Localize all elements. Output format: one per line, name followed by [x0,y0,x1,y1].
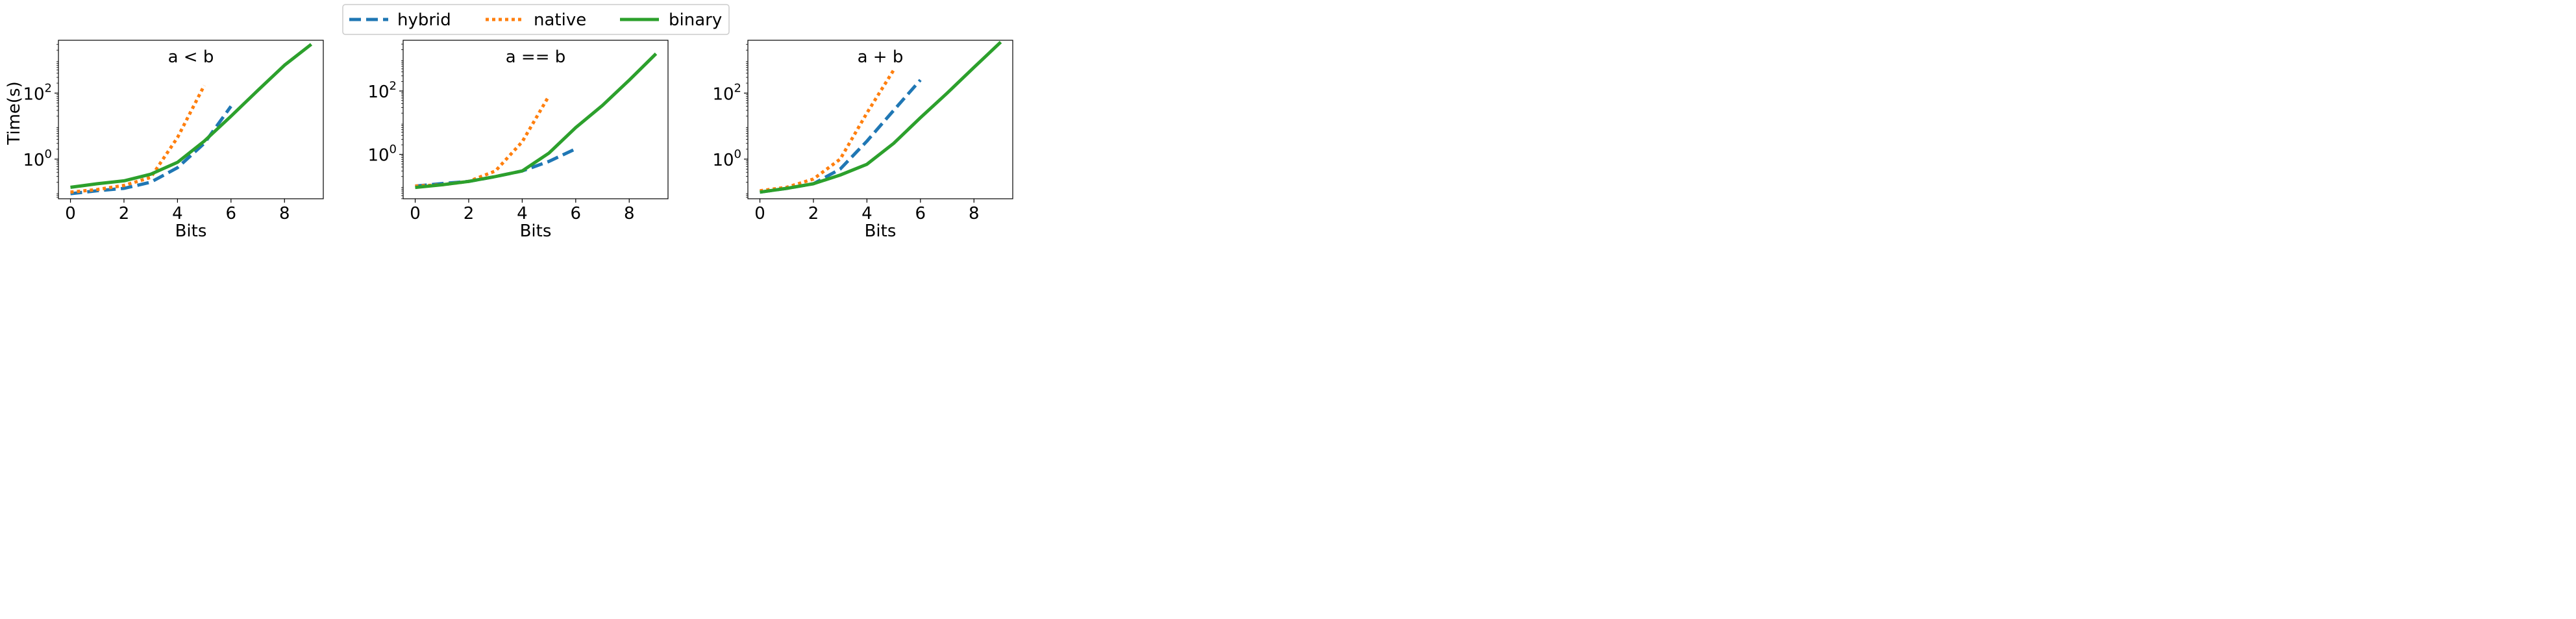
x-tick-label: 2 [808,204,819,223]
y-axis-label: Time(s) [5,81,24,145]
panels: 0 2 4 6 8 100 102 a < b Bits Time(s) 0 2 4 6 8 100 102 a … [5,40,1013,241]
x-tick-label: 4 [517,204,528,223]
legend: hybrid native binary [342,4,730,35]
x-tick-label: 4 [172,204,183,223]
x-tick-label: 0 [754,204,765,223]
x-tick-label: 8 [624,204,635,223]
plot-frame [58,40,324,199]
series-line-native [415,95,551,188]
panel-2: 0 2 4 6 8 100 102 a + b Bits [712,40,1013,241]
x-tick-label: 6 [915,204,926,223]
x-axis-label: Bits [865,221,897,241]
y-tick-label: 102 [712,81,741,104]
series-line-hybrid [415,147,576,188]
y-tick-label: 102 [367,79,397,102]
x-tick-label: 0 [410,204,421,223]
y-tick-label: 100 [367,143,397,166]
panel-title: a + b [858,47,904,67]
series-line-native [70,84,206,194]
y-tick-label: 100 [712,147,741,170]
panel-0: 0 2 4 6 8 100 102 a < b Bits Time(s) [5,40,324,241]
series-line-binary [760,40,1002,194]
panel-1: 0 2 4 6 8 100 102 a == b Bits [367,40,669,241]
legend-label-hybrid: hybrid [397,10,451,30]
x-tick-label: 6 [571,204,582,223]
x-axis-label: Bits [520,221,552,241]
x-tick-label: 4 [861,204,873,223]
y-tick-label: 102 [23,81,52,104]
x-tick-label: 2 [119,204,130,223]
plot-frame [747,40,1013,199]
series-line-native [760,69,895,193]
legend-label-native: native [534,10,586,30]
x-tick-label: 6 [226,204,237,223]
legend-frame [342,4,730,35]
panel-title: a == b [506,47,566,67]
x-axis-label: Bits [175,221,207,241]
series-line-hybrid [70,105,232,196]
x-tick-label: 8 [279,204,290,223]
series-line-binary [70,43,313,189]
panel-title: a < b [168,47,214,67]
legend-label-binary: binary [669,10,722,30]
y-tick-label: 100 [23,147,52,170]
plot-frame [402,40,669,199]
x-tick-label: 2 [464,204,475,223]
x-tick-label: 8 [969,204,980,223]
figure: hybrid native binary 0 2 4 6 8 100 102 a < b Bit… [5,4,1013,241]
series-line-binary [415,52,658,190]
x-tick-label: 0 [65,204,76,223]
